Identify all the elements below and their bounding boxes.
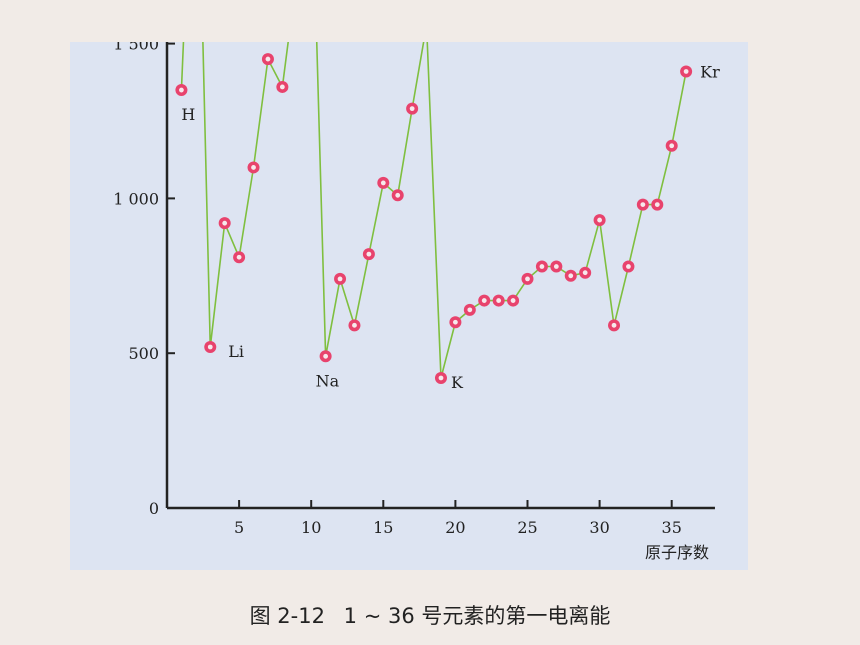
y-tick-label: 1 500 xyxy=(113,42,159,54)
data-point-center xyxy=(395,192,401,198)
data-point-center xyxy=(669,143,675,149)
x-tick-label: 10 xyxy=(301,518,321,537)
data-point-center xyxy=(222,220,228,226)
element-label: H xyxy=(181,105,195,124)
data-point-center xyxy=(481,298,487,303)
data-point-center xyxy=(453,319,458,325)
y-tick-label: 1 000 xyxy=(113,189,159,208)
data-point-center xyxy=(539,264,545,269)
data-point-center xyxy=(626,264,631,269)
data-point-center xyxy=(352,322,357,328)
data-point-center xyxy=(467,307,473,313)
x-axis-title: 原子序数 xyxy=(645,543,709,562)
x-tick-label: 15 xyxy=(373,518,393,537)
data-point-center xyxy=(597,217,602,223)
data-point-center xyxy=(582,270,588,276)
element-label: Kr xyxy=(700,62,720,81)
data-point-center xyxy=(323,353,329,359)
y-tick-label: 0 xyxy=(149,499,159,518)
data-point-center xyxy=(279,84,285,90)
data-point-center xyxy=(409,106,415,112)
data-point-center xyxy=(265,56,271,62)
data-point-center xyxy=(207,344,213,350)
caption-figure-number: 图 2-12 xyxy=(249,604,325,628)
data-point-center xyxy=(438,375,444,381)
data-point-center xyxy=(611,322,617,328)
figure-caption: 图 2-12 1 ~ 36 号元素的第一电离能 xyxy=(0,600,860,630)
data-point-center xyxy=(553,264,559,269)
data-point-center xyxy=(337,276,343,282)
data-point-center xyxy=(496,298,502,303)
series-line xyxy=(180,42,687,379)
data-point-center xyxy=(683,69,689,74)
data-point-center xyxy=(179,87,184,93)
x-tick-label: 25 xyxy=(517,518,537,537)
data-point-center xyxy=(366,251,372,257)
element-label: Na xyxy=(316,371,340,390)
caption-text: 1 ~ 36 号元素的第一电离能 xyxy=(343,604,611,628)
element-label: K xyxy=(451,373,464,392)
data-point-center xyxy=(251,165,256,170)
x-tick-label: 35 xyxy=(662,518,682,537)
x-tick-label: 5 xyxy=(234,518,244,537)
element-label: Li xyxy=(228,342,244,361)
data-point-center xyxy=(568,273,574,279)
data-point-center xyxy=(640,202,646,207)
data-point-center xyxy=(510,298,516,303)
data-point-center xyxy=(525,276,530,282)
x-tick-label: 30 xyxy=(589,518,609,537)
y-tick-label: 500 xyxy=(128,344,159,363)
data-point-center xyxy=(380,180,386,186)
data-point-center xyxy=(654,202,660,207)
data-point-center xyxy=(236,254,242,260)
x-tick-label: 20 xyxy=(445,518,465,537)
